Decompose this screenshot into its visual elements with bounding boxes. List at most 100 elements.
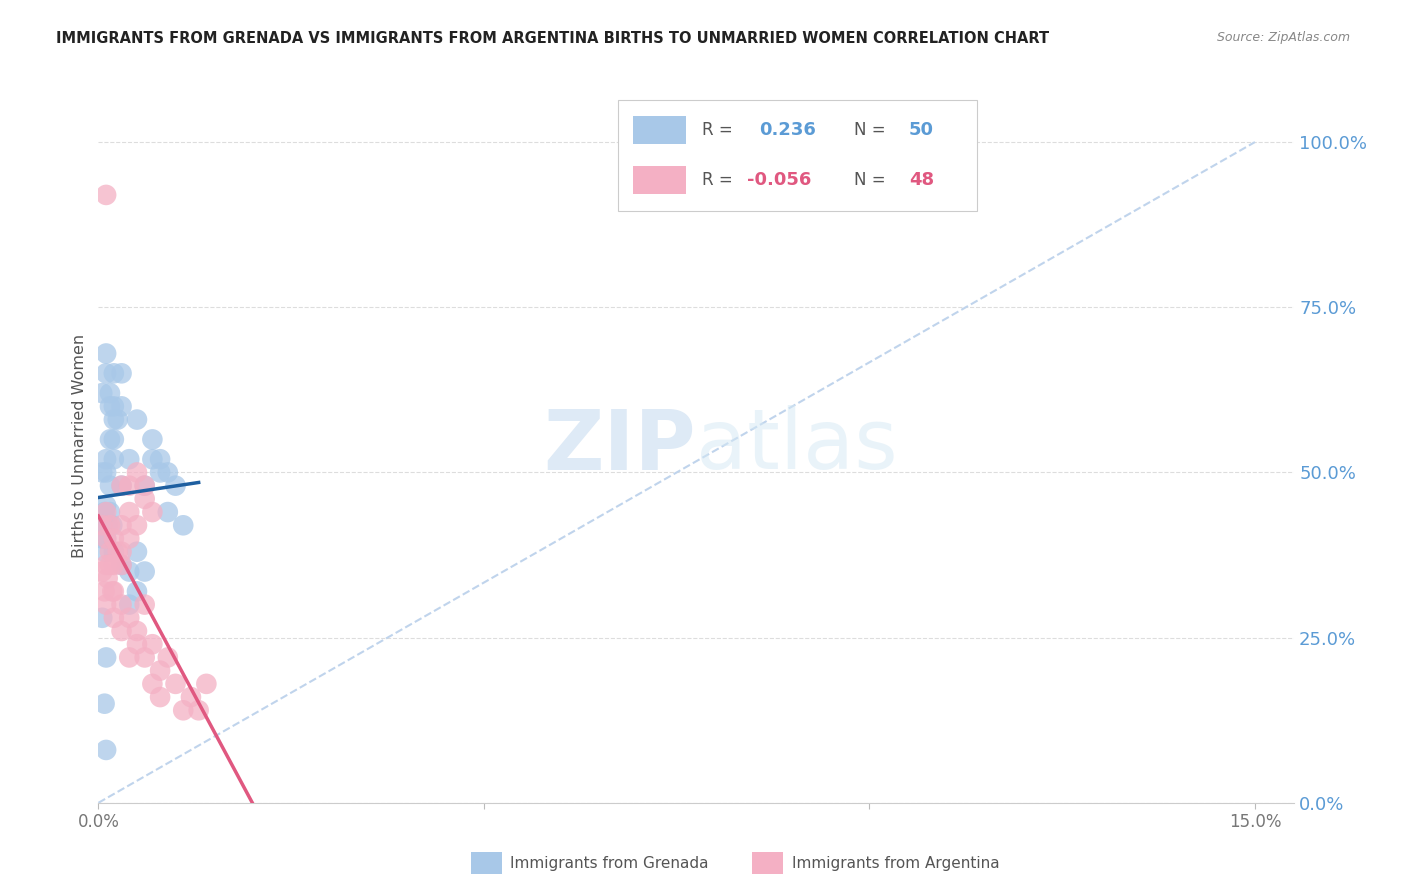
Point xyxy=(110,367,132,381)
Point xyxy=(103,584,125,599)
Point xyxy=(156,650,179,665)
Point xyxy=(180,690,202,704)
Point xyxy=(98,478,121,492)
Point xyxy=(118,532,141,546)
Point xyxy=(134,478,156,492)
Point xyxy=(103,545,125,559)
Point xyxy=(141,452,163,467)
Point xyxy=(98,386,121,401)
Point xyxy=(141,637,163,651)
Point xyxy=(98,545,121,559)
Point xyxy=(125,412,148,426)
Text: Immigrants from Argentina: Immigrants from Argentina xyxy=(792,856,1000,871)
Point xyxy=(110,598,132,612)
Point xyxy=(93,584,115,599)
Point xyxy=(172,703,194,717)
Point xyxy=(134,491,156,506)
Point xyxy=(110,400,132,414)
Point xyxy=(93,505,115,519)
Point xyxy=(101,518,124,533)
Text: 0.236: 0.236 xyxy=(759,121,817,139)
Point xyxy=(125,518,148,533)
Point xyxy=(125,584,148,599)
Point xyxy=(118,611,141,625)
Point xyxy=(110,518,132,533)
Point xyxy=(93,545,115,559)
Point xyxy=(94,188,117,202)
Text: 48: 48 xyxy=(908,171,934,189)
Point xyxy=(172,518,194,533)
Point xyxy=(94,650,117,665)
Point xyxy=(125,545,148,559)
Point xyxy=(91,518,114,533)
Point xyxy=(134,478,156,492)
Point xyxy=(118,650,141,665)
Point xyxy=(110,558,132,572)
Point xyxy=(165,478,187,492)
Point xyxy=(110,478,132,492)
Text: N =: N = xyxy=(853,171,890,189)
Point xyxy=(149,664,172,678)
Point xyxy=(187,703,209,717)
Point xyxy=(97,518,120,533)
Point xyxy=(101,584,124,599)
Point xyxy=(103,400,125,414)
Point xyxy=(118,598,141,612)
Point xyxy=(91,611,114,625)
Point xyxy=(134,650,156,665)
Point xyxy=(98,518,121,533)
Text: N =: N = xyxy=(853,121,890,139)
Point xyxy=(110,545,132,559)
Point xyxy=(103,433,125,447)
Point xyxy=(149,466,172,480)
Point xyxy=(165,677,187,691)
Text: 50: 50 xyxy=(908,121,934,139)
Y-axis label: Births to Unmarried Women: Births to Unmarried Women xyxy=(72,334,87,558)
Point xyxy=(195,677,218,691)
Point xyxy=(103,611,125,625)
Text: R =: R = xyxy=(702,121,738,139)
Point xyxy=(98,505,121,519)
Text: Immigrants from Grenada: Immigrants from Grenada xyxy=(510,856,709,871)
Point xyxy=(98,433,121,447)
Point xyxy=(156,466,179,480)
Point xyxy=(93,697,115,711)
Bar xyxy=(633,116,686,145)
Point xyxy=(94,505,117,519)
Point xyxy=(98,558,121,572)
Text: Source: ZipAtlas.com: Source: ZipAtlas.com xyxy=(1216,31,1350,45)
Point xyxy=(118,452,141,467)
Point xyxy=(94,518,117,533)
Point xyxy=(94,499,117,513)
Point xyxy=(141,677,163,691)
Point xyxy=(125,466,148,480)
Point xyxy=(94,346,117,360)
Point xyxy=(94,558,117,572)
Point xyxy=(149,452,172,467)
Point xyxy=(94,598,117,612)
Point xyxy=(134,598,156,612)
Text: R =: R = xyxy=(702,171,738,189)
Text: -0.056: -0.056 xyxy=(748,171,811,189)
Point xyxy=(125,624,148,638)
Point xyxy=(94,743,117,757)
Point xyxy=(107,545,129,559)
Point xyxy=(118,505,141,519)
Point xyxy=(91,386,114,401)
Point xyxy=(91,532,114,546)
Point xyxy=(107,412,129,426)
Point xyxy=(103,452,125,467)
Point xyxy=(94,367,117,381)
Point xyxy=(103,412,125,426)
Point xyxy=(94,532,117,546)
Text: ZIP: ZIP xyxy=(544,406,696,486)
Text: IMMIGRANTS FROM GRENADA VS IMMIGRANTS FROM ARGENTINA BIRTHS TO UNMARRIED WOMEN C: IMMIGRANTS FROM GRENADA VS IMMIGRANTS FR… xyxy=(56,31,1049,46)
Point xyxy=(110,478,132,492)
Point xyxy=(118,478,141,492)
Point xyxy=(94,532,117,546)
Point xyxy=(141,505,163,519)
Point xyxy=(156,505,179,519)
Point xyxy=(97,571,120,585)
Point xyxy=(134,565,156,579)
Point xyxy=(125,637,148,651)
